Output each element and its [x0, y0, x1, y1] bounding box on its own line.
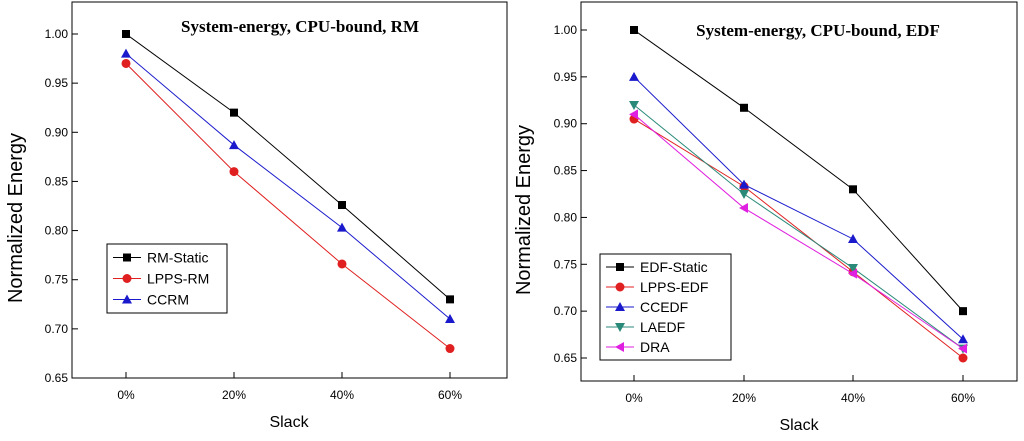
data-point — [848, 233, 858, 243]
data-point — [630, 26, 638, 34]
y-tick-label: 0.65 — [554, 351, 578, 365]
series-line — [633, 29, 964, 312]
data-point — [629, 100, 639, 110]
data-point — [958, 343, 967, 354]
y-tick-label: 1.00 — [554, 23, 578, 37]
data-point — [849, 185, 857, 194]
y-tick-label: 0.80 — [45, 224, 69, 238]
legend-swatch-marker — [615, 302, 625, 311]
y-tick-label: 0.75 — [554, 257, 578, 271]
y-tick-label: 0.65 — [45, 371, 69, 385]
legend: EDF-Static LPPS-EDF CCEDF LAEDF DRA — [599, 253, 732, 361]
data-point — [739, 190, 749, 199]
legend-swatch-marker — [616, 263, 624, 271]
data-point — [739, 179, 749, 189]
data-point — [629, 109, 638, 120]
x-tick-label: 0% — [117, 388, 135, 402]
chart-title: System-energy, CPU-bound, EDF — [696, 21, 940, 40]
data-point — [337, 259, 347, 269]
y-tick-label: 0.75 — [45, 273, 69, 287]
data-point — [958, 334, 968, 344]
x-tick-label: 20% — [732, 391, 756, 405]
legend-swatch-marker — [615, 323, 625, 332]
series-line — [633, 113, 964, 350]
legend-swatch-marker — [615, 342, 624, 352]
legend-label: LPPS-RM — [147, 271, 209, 287]
series-line — [125, 53, 451, 320]
x-tick-label: 60% — [951, 391, 975, 405]
series-line — [633, 118, 964, 359]
legend-label: RM-Static — [147, 250, 208, 266]
chart-title: System-energy, CPU-bound, RM — [181, 17, 419, 36]
series-line — [633, 76, 964, 340]
data-point — [338, 201, 346, 210]
x-tick-label: 0% — [625, 391, 643, 405]
y-axis-label: Normalized Energy — [5, 133, 27, 303]
chart-panel-edf: 0.65 0.70 0.75 0.80 0.85 0.90 0.95 1.00 0% 20% 40%… — [513, 1, 1018, 434]
y-tick-label: 0.80 — [554, 210, 578, 224]
data-point — [445, 344, 455, 354]
y-tick-label: 0.70 — [554, 304, 578, 318]
y-tick-label: 0.85 — [554, 164, 578, 178]
y-axis-label: Normalized Energy — [513, 125, 535, 295]
legend-swatch-marker — [122, 274, 132, 283]
data-point — [848, 264, 858, 274]
series-line — [633, 104, 964, 350]
series-ccrm — [121, 48, 455, 324]
series-edf-static — [630, 26, 967, 316]
x-tick-label: 20% — [222, 388, 246, 402]
data-point — [958, 353, 968, 363]
series-lpps-rm — [121, 58, 455, 354]
data-point — [230, 108, 238, 117]
legend-label: CCEDF — [640, 299, 688, 315]
series-dra — [629, 109, 967, 354]
y-tick-label: 0.70 — [45, 322, 69, 336]
data-point — [629, 71, 639, 81]
legend: RM-Static LPPS-RM CCRM — [106, 243, 228, 314]
legend-swatch-marker — [615, 282, 625, 292]
data-point — [445, 314, 455, 324]
y-tick-label: 0.95 — [45, 76, 69, 90]
plot-frame — [580, 1, 1018, 382]
legend-label: LAEDF — [640, 319, 685, 335]
x-tick-label: 40% — [330, 388, 354, 402]
legend-label: DRA — [640, 339, 670, 355]
legend-swatch-marker — [123, 253, 131, 262]
data-point — [446, 295, 454, 304]
data-point — [229, 140, 239, 150]
plot-frame — [71, 1, 508, 379]
data-point — [121, 48, 131, 58]
y-tick-label: 0.90 — [45, 125, 69, 139]
chart-panel-rm: 0.65 0.70 0.75 0.80 0.85 0.90 0.95 1.00 0% 20% 40%… — [5, 1, 508, 431]
legend-label: LPPS-EDF — [640, 279, 708, 295]
y-tick-label: 1.00 — [45, 27, 69, 41]
x-tick-label: 40% — [841, 391, 865, 405]
x-tick-label: 60% — [438, 388, 462, 402]
data-point — [337, 222, 347, 232]
data-point — [959, 307, 967, 316]
data-point — [121, 58, 131, 68]
series-line — [125, 33, 451, 300]
y-tick-label: 0.85 — [45, 174, 69, 188]
data-point — [122, 30, 130, 38]
data-point — [740, 103, 748, 112]
series-line — [125, 63, 451, 349]
series-ccedf — [629, 71, 968, 344]
y-tick-label: 0.95 — [554, 70, 578, 84]
data-point — [229, 167, 239, 177]
x-axis-label: Slack — [779, 417, 819, 434]
legend-label: CCRM — [147, 292, 189, 308]
legend-swatch-marker — [122, 294, 132, 304]
x-axis-label: Slack — [269, 414, 309, 431]
y-tick-label: 0.90 — [554, 117, 578, 131]
series-rm-static — [122, 30, 454, 304]
data-point — [739, 203, 748, 214]
legend-label: EDF-Static — [640, 259, 708, 275]
data-point — [848, 268, 857, 279]
